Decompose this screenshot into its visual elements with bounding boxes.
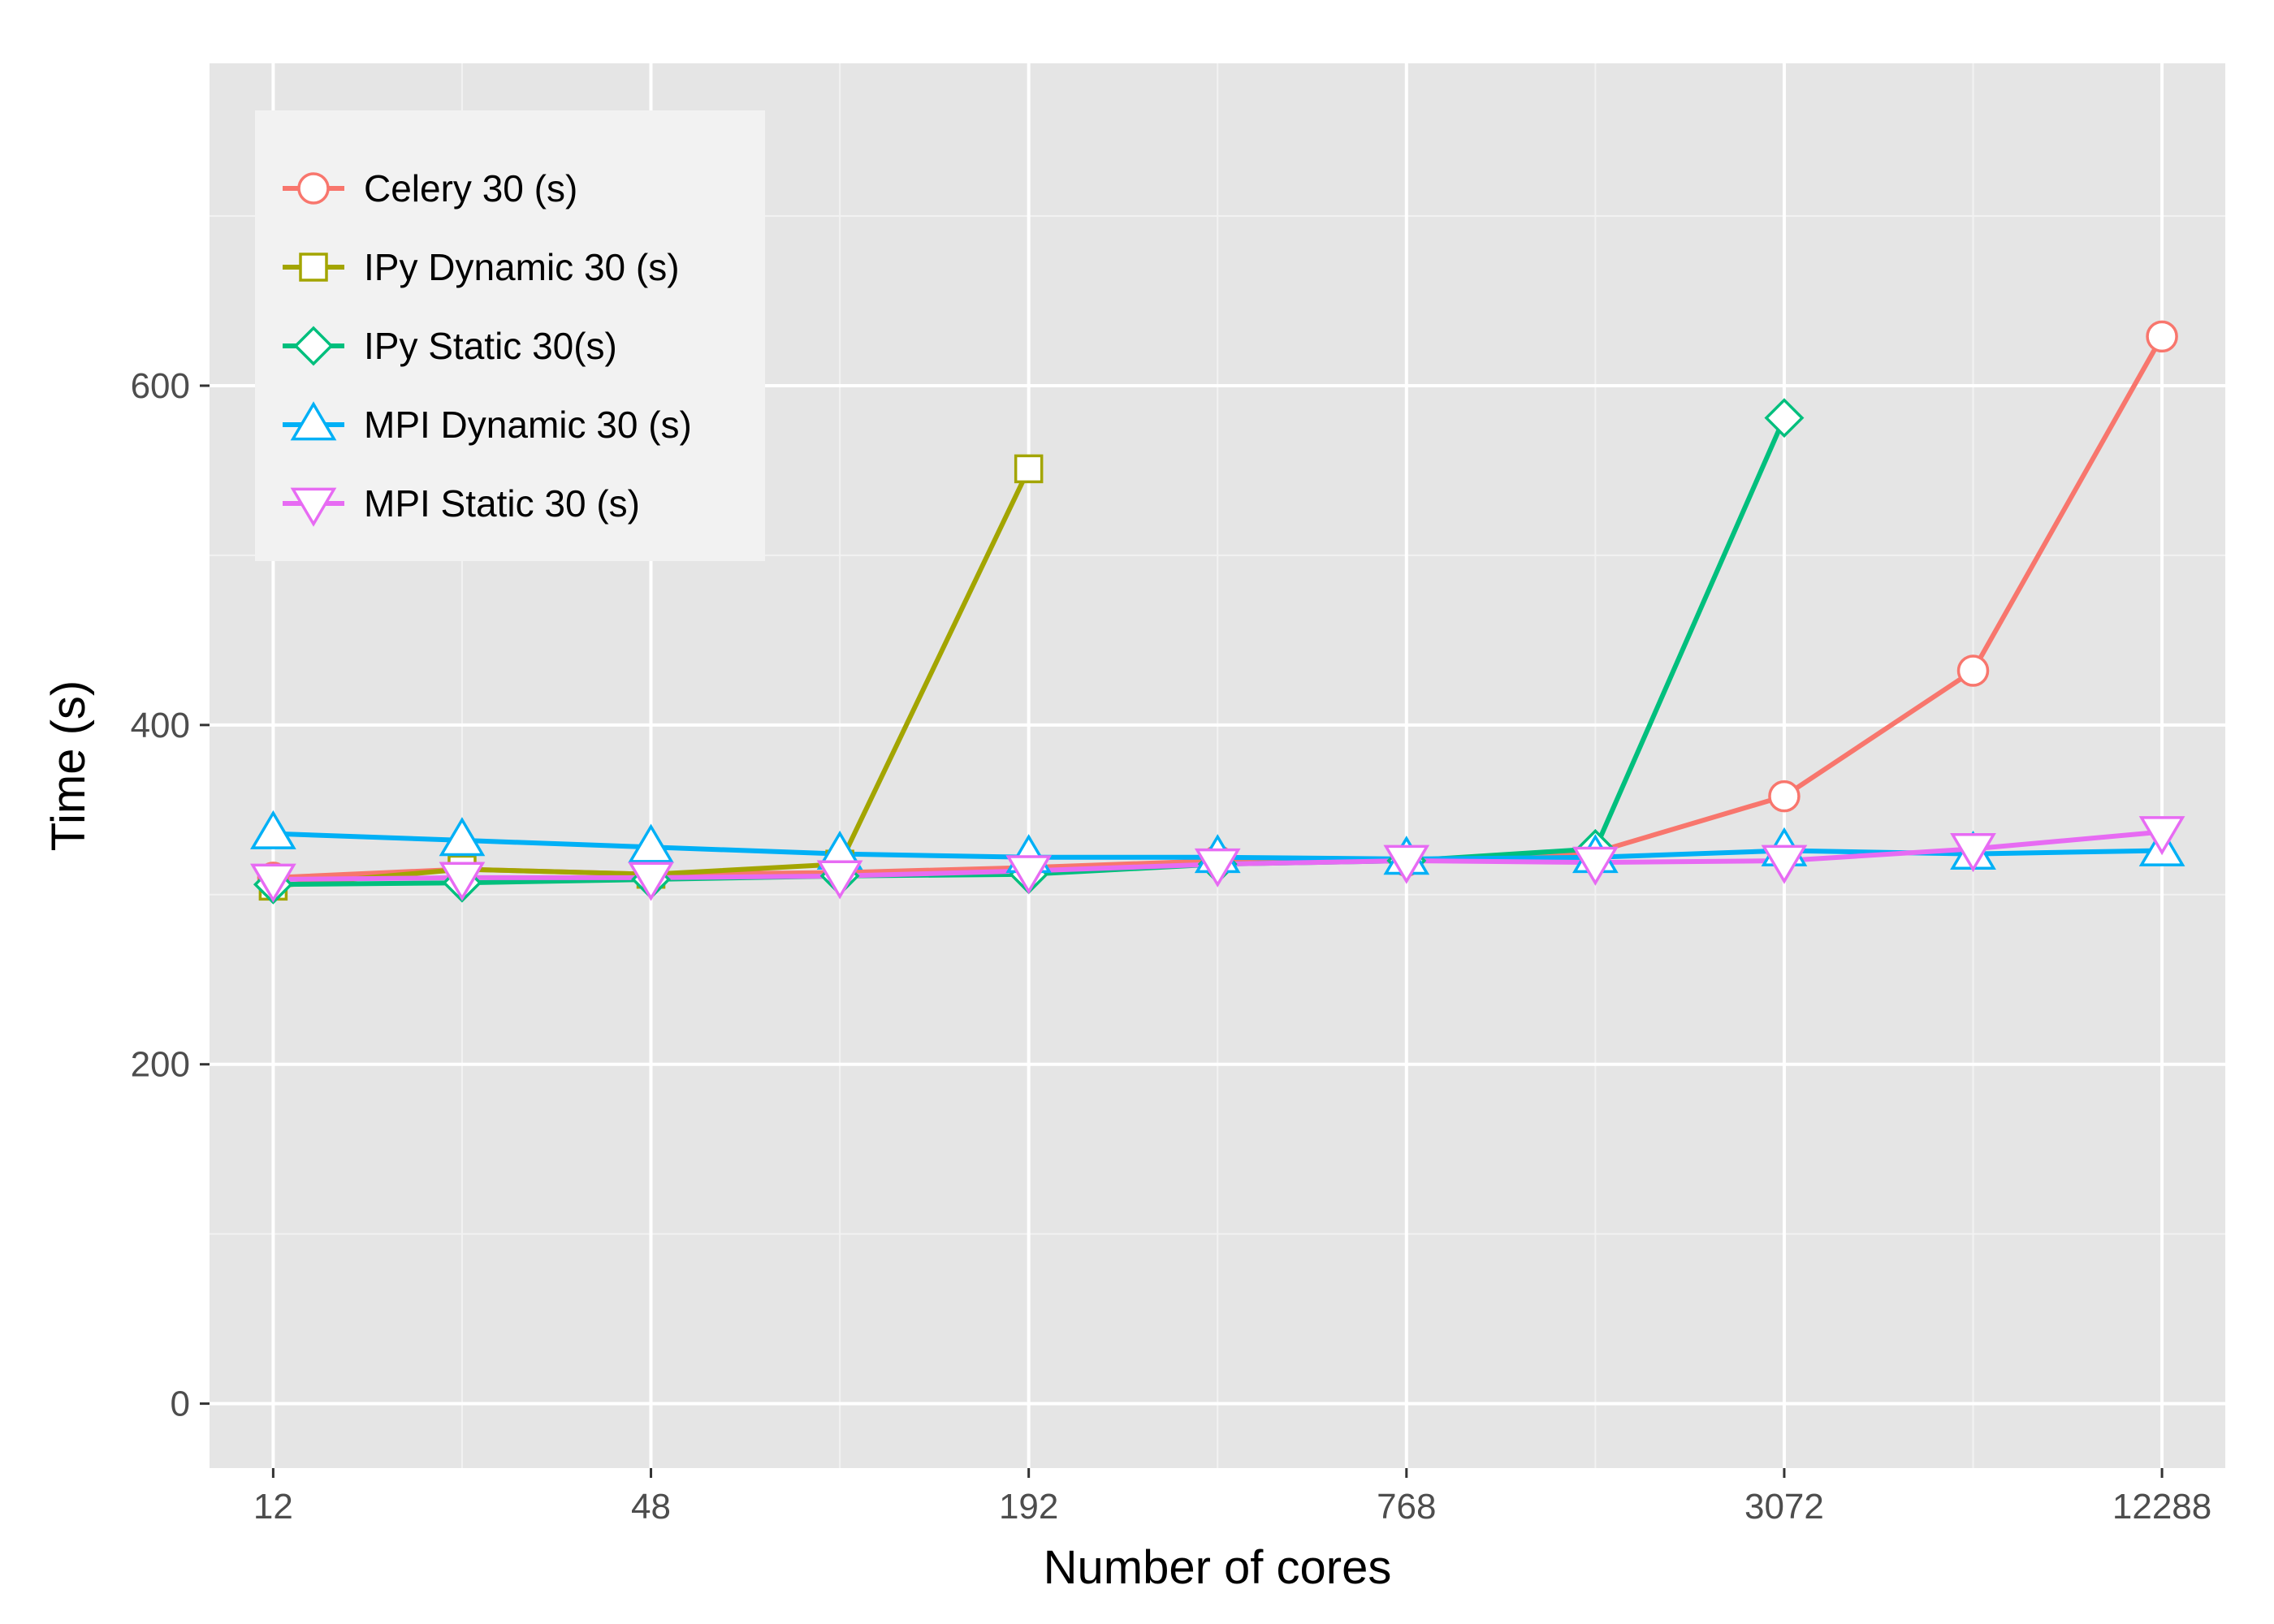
data-point-mpi-static-30-s xyxy=(1194,848,1241,888)
legend-key-marker xyxy=(290,487,337,527)
legend-key-marker xyxy=(290,401,337,441)
x-tick-label: 768 xyxy=(1377,1487,1436,1527)
data-point-mpi-static-30-s xyxy=(2138,816,2185,856)
data-point-mpi-static-30-s xyxy=(1761,844,1808,884)
x-tick-label: 192 xyxy=(999,1487,1058,1527)
y-tick-label: 400 xyxy=(131,706,190,745)
data-point-ipy-dynamic-30-s xyxy=(1014,454,1044,484)
x-tick-label: 48 xyxy=(631,1487,671,1527)
legend-label: MPI Dynamic 30 (s) xyxy=(364,404,692,446)
data-point-mpi-dynamic-30-s xyxy=(628,823,674,863)
legend-key-marker xyxy=(297,172,330,205)
data-point-mpi-static-30-s xyxy=(1005,855,1053,895)
y-tick-label: 0 xyxy=(171,1384,190,1424)
x-tick-label: 12 xyxy=(253,1487,293,1527)
axes: 12 48 192 768 3072 12288 0 200 400 600 xyxy=(131,366,2212,1527)
data-point-mpi-static-30-s xyxy=(816,860,863,900)
x-tick-label: 12288 xyxy=(2112,1487,2211,1527)
data-point-mpi-dynamic-30-s xyxy=(250,810,296,849)
data-point-mpi-static-30-s xyxy=(628,862,674,901)
x-tick-label: 3072 xyxy=(1744,1487,1824,1527)
data-point-mpi-static-30-s xyxy=(1383,844,1430,884)
legend-label: MPI Static 30 (s) xyxy=(364,482,640,525)
data-point-mpi-dynamic-30-s xyxy=(439,817,486,857)
data-point-celery-30-s xyxy=(1956,654,1990,687)
data-point-ipy-static-30-s xyxy=(1764,398,1805,438)
legend-label: Celery 30 (s) xyxy=(364,167,577,209)
data-point-celery-30-s xyxy=(2146,320,2178,353)
y-tick-label: 600 xyxy=(131,366,190,406)
legend-label: IPy Static 30(s) xyxy=(364,325,617,367)
series-markers xyxy=(250,320,2185,905)
legend: Celery 30 (s) IPy Dynamic 30 (s) IPy Stati… xyxy=(255,110,765,561)
data-point-mpi-static-30-s xyxy=(250,863,296,903)
data-point-mpi-static-30-s xyxy=(439,862,486,901)
legend-key-marker xyxy=(299,253,328,282)
x-axis-title: Number of cores xyxy=(1044,1541,1392,1594)
data-point-mpi-static-30-s xyxy=(1950,833,1996,873)
y-axis-title: Time (s) xyxy=(42,680,95,851)
legend-label: IPy Dynamic 30 (s) xyxy=(364,246,680,288)
major-gridlines xyxy=(210,63,2225,1468)
data-point-celery-30-s xyxy=(1768,780,1801,813)
legend-background xyxy=(255,110,765,561)
data-point-mpi-static-30-s xyxy=(1572,846,1619,886)
y-tick-label: 200 xyxy=(131,1045,190,1085)
legend-key-marker xyxy=(293,326,334,366)
